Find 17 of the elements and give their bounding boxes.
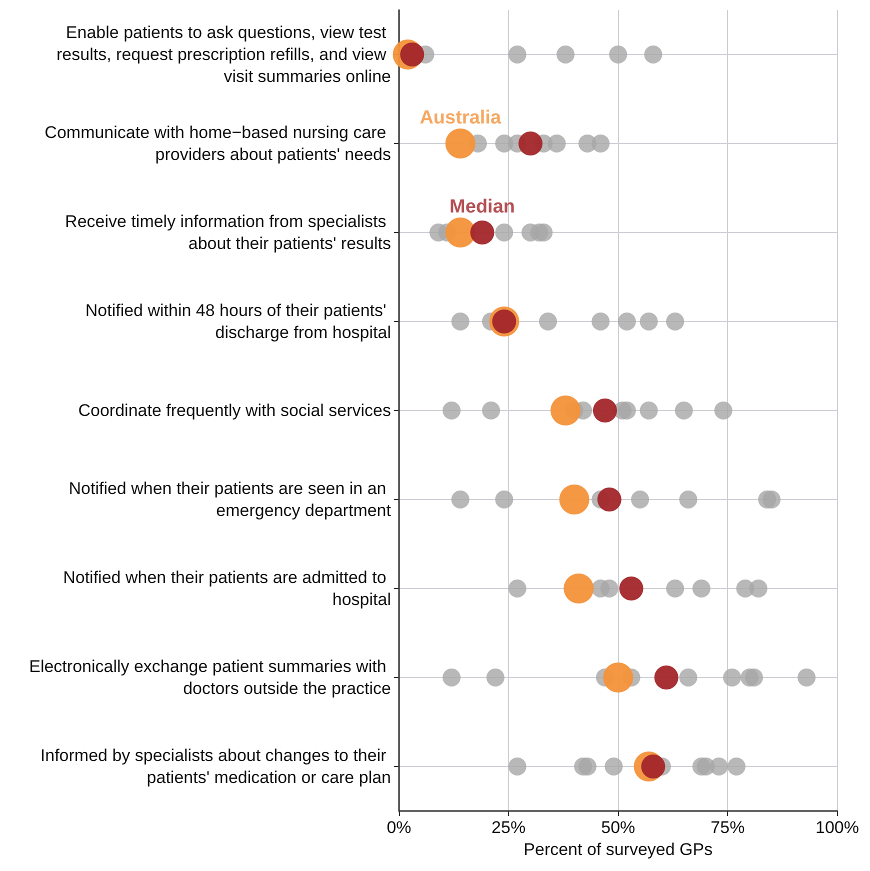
x-tick-label: 100% — [816, 818, 860, 837]
y-tick-label: Enable patients to ask questions, view test results, request prescription refills, and view visit summaries online — [56, 23, 391, 86]
y-tick-label: Notified within 48 hours of their patients' discharge from hospital — [85, 301, 391, 342]
y-tick-label: Informed by specialists about changes to their patients' medication or care plan — [40, 746, 391, 787]
y-tick-label: Coordinate frequently with social services — [78, 401, 391, 420]
y-tick-label: Notified when their patients are admitted to hospital — [63, 568, 391, 609]
x-tick-label: 25% — [492, 818, 526, 837]
x-tick-label: 75% — [710, 818, 745, 837]
x-tick-label: 0% — [386, 818, 412, 837]
y-tick-label: Notified when their patients are seen in an emergency department — [68, 479, 392, 520]
x-tick-label: 50% — [601, 818, 636, 837]
x-axis-title: Percent of surveyed GPs — [524, 840, 713, 859]
y-tick-label: Receive timely information from specialists about their patients' results — [65, 212, 391, 253]
annotation: Median — [450, 196, 515, 218]
annotation: Australia — [420, 108, 502, 128]
y-tick-label: Communicate with home−based nursing care providers about patients' needs — [44, 123, 391, 164]
y-tick-label: Electronically exchange patient summaries with doctors outside the practice — [29, 657, 391, 698]
